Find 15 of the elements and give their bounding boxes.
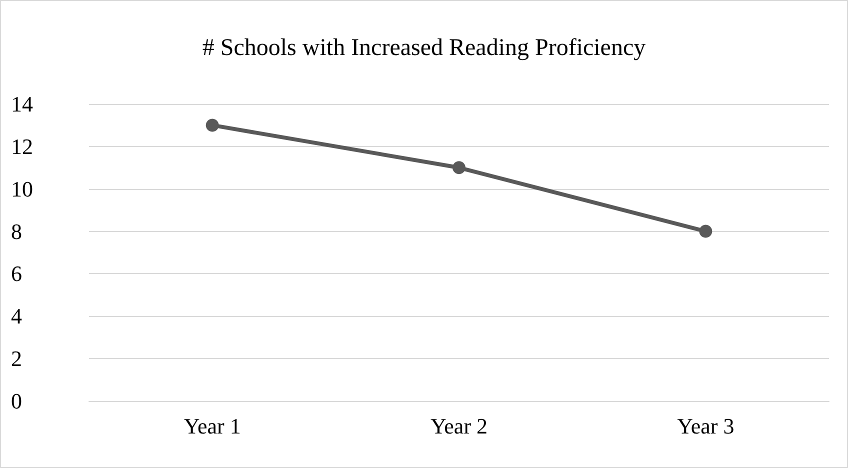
y-tick-label: 8	[11, 218, 22, 244]
point	[206, 118, 219, 132]
x-tick-label: Year 2	[430, 414, 488, 438]
y-tick-label: 0	[11, 388, 22, 414]
y-tick-label: 10	[11, 176, 33, 202]
y-tick-label: 12	[11, 134, 33, 159]
chart-title: # Schools with Increased Reading Proficiency	[202, 35, 646, 61]
point	[699, 224, 712, 238]
x-tick-label: Year 1	[184, 414, 241, 438]
y-tick-label: 2	[11, 346, 22, 372]
x-tick-label: Year 3	[677, 414, 734, 438]
point	[452, 161, 466, 174]
y-tick-label: 4	[11, 304, 22, 329]
y-tick-label: 6	[11, 261, 22, 286]
y-tick-label: 14	[11, 92, 33, 116]
